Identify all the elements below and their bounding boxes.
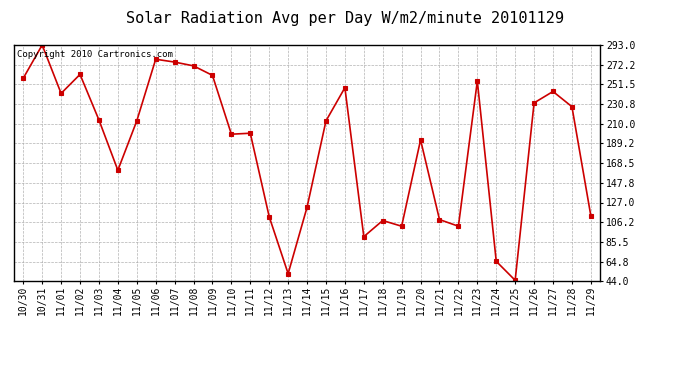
Text: Copyright 2010 Cartronics.com: Copyright 2010 Cartronics.com <box>17 50 172 59</box>
Text: Solar Radiation Avg per Day W/m2/minute 20101129: Solar Radiation Avg per Day W/m2/minute … <box>126 11 564 26</box>
